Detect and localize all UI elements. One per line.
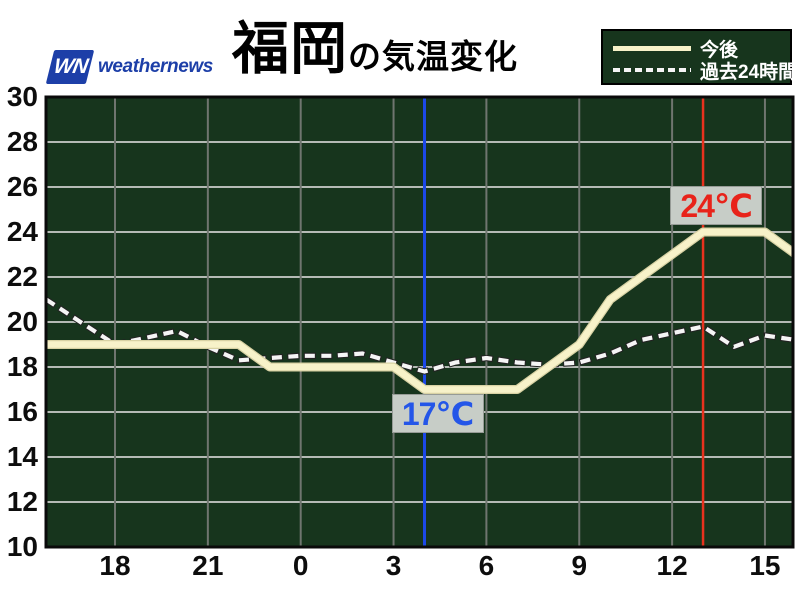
x-axis-label: 18: [99, 550, 131, 581]
y-axis-label: 22: [6, 261, 38, 292]
y-axis-label: 16: [6, 396, 38, 427]
title-city: 福岡: [232, 17, 348, 81]
x-axis-label: 3: [385, 550, 402, 581]
x-axis-label: 9: [571, 550, 588, 581]
y-axis-label: 10: [6, 531, 38, 562]
max-temp-annotation: 24℃: [670, 186, 763, 225]
page-title: 福岡の気温変化: [160, 17, 590, 81]
y-axis-label: 28: [6, 126, 38, 157]
chart-legend: 今後 過去24時間: [601, 29, 797, 85]
min-temp-annotation: 17℃: [391, 393, 484, 433]
x-axis-label: 12: [656, 550, 688, 581]
brand-name: weathernews: [98, 56, 213, 77]
brand: WN weathernews: [45, 50, 213, 84]
y-axis-label: 12: [6, 486, 38, 517]
legend-label-past: 過去24時間: [700, 61, 798, 83]
title-suffix: の気温変化: [348, 38, 518, 75]
legend-item-past: 過去24時間: [613, 59, 797, 83]
legend-item-forecast: 今後: [613, 37, 782, 61]
max-temp-value: 24℃: [680, 188, 752, 224]
x-axis-label: 0: [292, 550, 309, 581]
past-line-swatch: [613, 68, 691, 72]
x-axis-label: 6: [478, 550, 495, 581]
y-axis-label: 24: [6, 216, 38, 247]
forecast-line-swatch: [613, 45, 691, 51]
x-axis-label: 15: [749, 550, 781, 581]
y-axis-label: 20: [6, 306, 38, 337]
y-axis-label: 14: [6, 441, 38, 472]
min-temp-value: 17℃: [401, 395, 474, 432]
x-axis-label: 21: [192, 550, 224, 581]
y-axis-label: 18: [6, 351, 38, 382]
legend-label-forecast: 今後: [700, 39, 739, 61]
y-axis-label: 30: [6, 81, 38, 112]
y-axis-label: 26: [6, 171, 38, 202]
